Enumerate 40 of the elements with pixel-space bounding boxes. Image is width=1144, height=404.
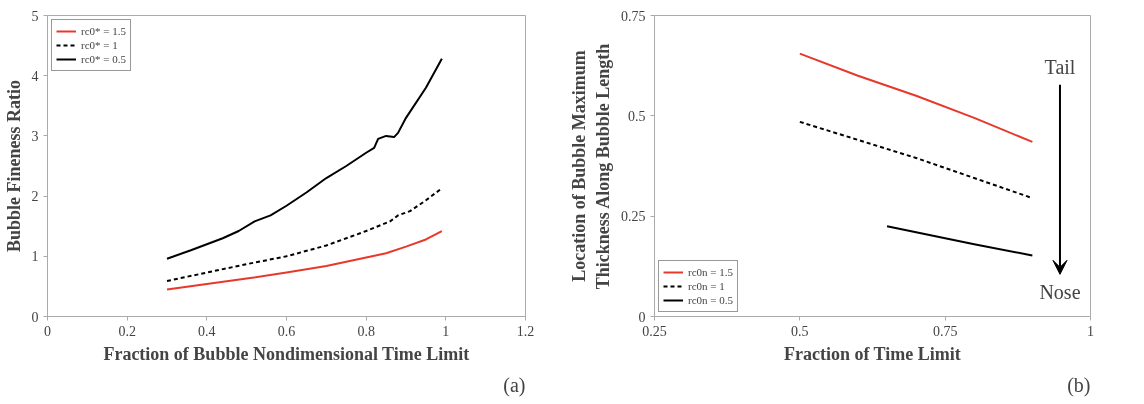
x-tick-label: 0.25 [642,323,667,339]
x-tick-label: 0.5 [791,323,809,339]
text: (a) [503,373,526,397]
legend-label: rc0n = 1 [688,279,725,293]
line-series [166,230,443,291]
y-axis-title: Bubble Fineness Ratio [3,79,24,253]
text: (b) [1067,373,1091,397]
y-tick-label: 0 [638,309,646,325]
line-series [798,52,1034,143]
y-tick-label: 3 [31,128,39,144]
y-tick-label: 1 [31,249,39,265]
x-tick-label: 0.6 [277,323,296,339]
line-series [166,57,443,260]
annotation: Tail [1044,55,1076,78]
y-tick-label: 0 [31,309,39,325]
y-tick-label: 2 [31,189,39,205]
legend-label: rc0* = 1.5 [81,24,126,38]
y-axis-title: Location of Bubble Maximum Thickness Along Bubble Length [569,43,613,290]
y-tick-label: 5 [31,8,39,24]
line-series [886,225,1034,257]
legend-label: rc0n = 1.5 [688,265,733,279]
x-tick-label: 1.2 [516,323,535,339]
y-tick-label: 0.5 [628,108,646,124]
y-tick-label: 0.75 [621,8,646,24]
legend-label: rc0* = 0.5 [81,52,126,66]
x-tick-label: 0 [44,323,51,339]
x-axis-title: Fraction of Bubble Nondimensional Time Limit [103,343,470,364]
x-tick-label: 0.4 [198,323,216,339]
x-axis-title: Fraction of Time Limit [783,343,961,364]
legend-label: rc0n = 0.5 [688,293,733,307]
x-tick-label: 1 [1087,323,1094,339]
x-tick-label: 0.2 [118,323,136,339]
annotation: Nose [1039,281,1081,304]
legend-label: rc0* = 1 [81,38,118,52]
y-tick-label: 0.25 [621,209,646,225]
x-tick-label: 0.75 [932,323,958,339]
line-series [166,187,443,282]
y-tick-label: 4 [31,68,39,84]
x-tick-label: 1 [442,323,450,339]
x-tick-label: 0.8 [357,323,375,339]
